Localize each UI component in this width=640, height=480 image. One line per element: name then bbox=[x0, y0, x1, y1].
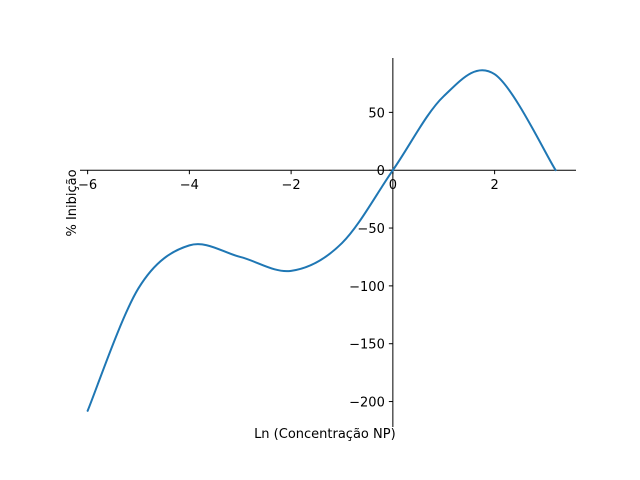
y-axis-label: % Inibição bbox=[65, 169, 80, 236]
y-tick-label: 50 bbox=[368, 106, 385, 121]
y-tick-label: −50 bbox=[357, 222, 384, 237]
x-tick-label: 0 bbox=[389, 178, 397, 193]
x-tick-label: −4 bbox=[180, 178, 199, 193]
y-tick-label: 0 bbox=[377, 164, 385, 179]
x-axis-label: Ln (Concentração NP) bbox=[254, 427, 396, 442]
x-tick-label: −2 bbox=[282, 178, 301, 193]
y-tick-label: −200 bbox=[349, 396, 385, 411]
y-tick-label: −150 bbox=[349, 338, 385, 353]
y-tick-label: −100 bbox=[349, 280, 385, 295]
series-line bbox=[86, 69, 557, 412]
x-tick-label: −6 bbox=[78, 178, 97, 193]
axes: −6 −4 −2 0 2 50 0 −50 −100 −150 −200 bbox=[78, 58, 576, 427]
x-tick-label: 2 bbox=[490, 178, 498, 193]
y-ticks: 50 0 −50 −100 −150 −200 bbox=[349, 106, 393, 411]
x-ticks: −6 −4 −2 0 2 bbox=[78, 170, 499, 193]
